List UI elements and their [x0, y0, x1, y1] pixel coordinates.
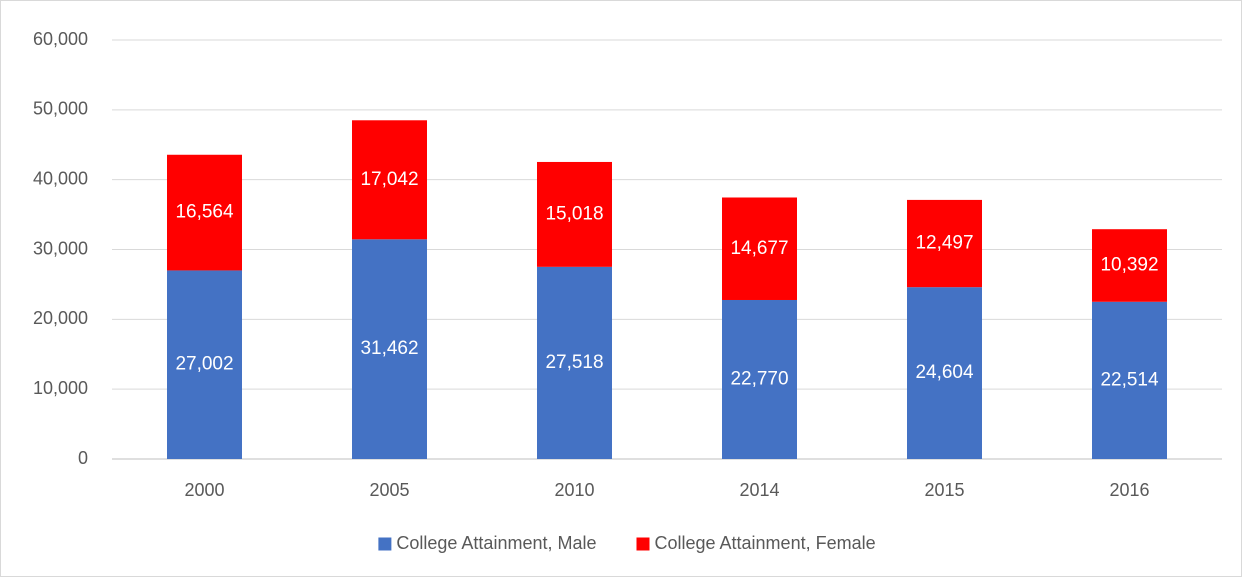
data-label: 24,604: [915, 362, 974, 383]
x-tick-label: 2015: [924, 480, 964, 500]
bar-segment: [537, 161, 612, 267]
bar-segment: [352, 120, 427, 240]
data-label: 16,564: [175, 202, 234, 223]
bar-segment: [167, 154, 242, 271]
data-label: 14,677: [730, 238, 788, 259]
y-tick-label: 10,000: [33, 378, 88, 398]
x-tick-label: 2000: [184, 480, 224, 500]
data-label: 10,392: [1100, 255, 1158, 276]
legend-swatch: [378, 537, 392, 551]
data-label: 27,002: [175, 354, 233, 375]
legend-swatch: [636, 537, 650, 551]
data-label: 22,770: [730, 369, 788, 390]
y-tick-label: 20,000: [33, 308, 88, 328]
x-tick-label: 2005: [369, 480, 409, 500]
x-tick-label: 2010: [554, 480, 594, 500]
bar-segment: [722, 299, 797, 459]
y-tick-label: 60,000: [33, 29, 88, 49]
bar-segment: [722, 197, 797, 300]
data-label: 12,497: [915, 233, 973, 254]
data-label: 27,518: [545, 352, 603, 373]
x-tick-label: 2016: [1109, 480, 1149, 500]
bar-segment: [907, 199, 982, 288]
data-label: 15,018: [545, 203, 603, 224]
y-tick-label: 40,000: [33, 168, 88, 188]
legend-label: College Attainment, Female: [654, 533, 875, 553]
bar-segment: [1092, 301, 1167, 459]
bar-segment: [167, 270, 242, 459]
y-tick-label: 50,000: [33, 99, 88, 119]
x-tick-label: 2014: [739, 480, 779, 500]
data-label: 31,462: [360, 338, 418, 359]
bar-segment: [352, 239, 427, 459]
data-label: 17,042: [360, 169, 418, 190]
y-tick-label: 30,000: [33, 238, 88, 258]
legend-label: College Attainment, Male: [396, 533, 596, 553]
bar-segment: [1092, 229, 1167, 302]
y-tick-label: 0: [78, 448, 88, 468]
bar-segment: [907, 287, 982, 459]
data-label: 22,514: [1100, 369, 1159, 390]
bar-segment: [537, 266, 612, 459]
